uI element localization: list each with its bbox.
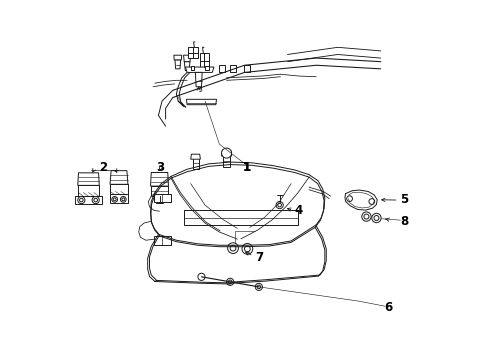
Text: 5: 5 (399, 193, 407, 206)
Text: 4: 4 (294, 204, 303, 217)
Polygon shape (190, 154, 200, 159)
Polygon shape (75, 196, 102, 204)
Text: 1: 1 (242, 161, 250, 174)
Polygon shape (183, 55, 190, 62)
Polygon shape (190, 66, 194, 69)
Polygon shape (150, 172, 168, 186)
Text: 2: 2 (99, 161, 107, 174)
Polygon shape (199, 53, 208, 67)
Text: 3: 3 (156, 161, 164, 174)
Polygon shape (175, 60, 180, 69)
Polygon shape (110, 171, 128, 184)
Polygon shape (187, 47, 198, 58)
Polygon shape (110, 194, 128, 203)
Polygon shape (244, 65, 249, 72)
Polygon shape (195, 72, 202, 87)
Polygon shape (204, 66, 208, 69)
Polygon shape (184, 62, 190, 71)
Circle shape (371, 213, 380, 223)
Polygon shape (78, 185, 99, 196)
Circle shape (227, 243, 238, 253)
Circle shape (255, 283, 262, 291)
Polygon shape (78, 173, 99, 185)
Polygon shape (230, 65, 235, 72)
Circle shape (120, 197, 126, 202)
Circle shape (112, 197, 117, 202)
Circle shape (346, 196, 352, 202)
Circle shape (198, 273, 204, 280)
Circle shape (276, 202, 283, 209)
Circle shape (78, 197, 85, 204)
Polygon shape (183, 211, 298, 225)
Text: 6: 6 (383, 301, 391, 314)
Circle shape (221, 148, 231, 158)
Text: 7: 7 (254, 251, 263, 264)
Polygon shape (192, 158, 198, 169)
Circle shape (242, 243, 252, 254)
Circle shape (368, 199, 374, 204)
Text: 1: 1 (242, 161, 250, 174)
Circle shape (226, 278, 233, 285)
Circle shape (92, 197, 99, 204)
Polygon shape (186, 99, 216, 105)
Polygon shape (221, 150, 231, 156)
Polygon shape (154, 194, 171, 202)
Polygon shape (110, 184, 128, 194)
Polygon shape (223, 155, 230, 167)
Polygon shape (150, 186, 168, 196)
Polygon shape (185, 67, 214, 72)
Polygon shape (219, 65, 224, 72)
Text: 8: 8 (399, 215, 407, 228)
Polygon shape (174, 55, 182, 60)
Circle shape (361, 212, 370, 221)
Polygon shape (154, 235, 171, 244)
